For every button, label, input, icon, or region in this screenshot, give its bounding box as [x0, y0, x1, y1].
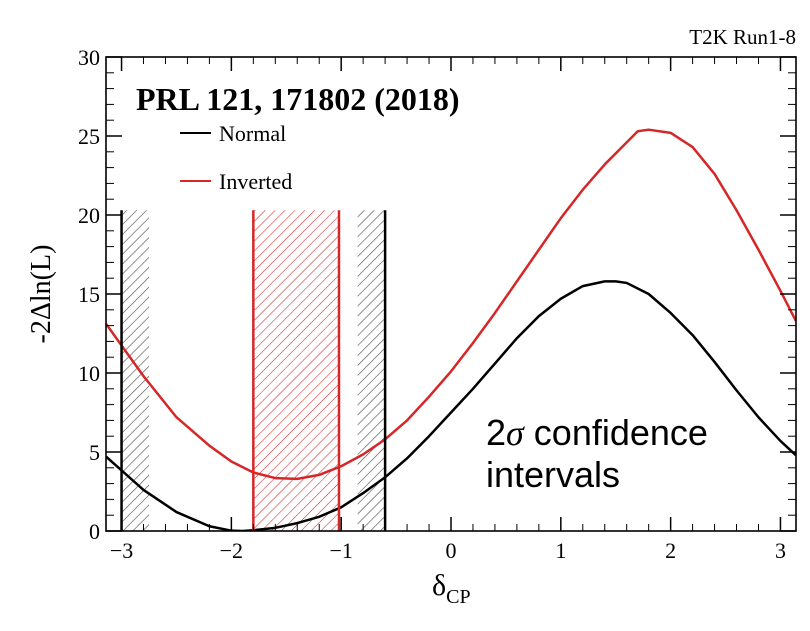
- annotation-word: confidence: [524, 412, 708, 453]
- annotation-text: 2σ confidence intervals: [486, 412, 718, 495]
- x-axis-label-main: δ: [432, 569, 446, 602]
- experiment-label: T2K Run1-8: [689, 25, 796, 49]
- x-tick-label: 1: [555, 538, 566, 563]
- legend-label-inverted: Inverted: [219, 169, 292, 194]
- legend-label-normal: Normal: [219, 121, 286, 146]
- y-tick-label: 20: [78, 203, 100, 228]
- x-tick-label: −2: [220, 538, 243, 563]
- annotation-number: 2: [486, 412, 506, 453]
- y-tick-label: 10: [78, 361, 100, 386]
- reference-label: PRL 121, 171802 (2018): [136, 81, 460, 117]
- y-axis-label: -2Δln(L): [26, 245, 57, 344]
- y-tick-label: 30: [78, 45, 100, 70]
- x-axis-label: δCP: [432, 569, 471, 608]
- plot-frame: [105, 56, 797, 532]
- interval-band-normal-2: [357, 210, 386, 531]
- curve-normal: [106, 280, 796, 531]
- legend: Normal Inverted: [180, 121, 292, 194]
- interval-band-normal-0: [106, 210, 121, 531]
- x-tick-label: 2: [665, 538, 676, 563]
- y-tick-label: 5: [89, 440, 100, 465]
- interval-band-normal-1: [121, 210, 150, 531]
- annotation-second-line: intervals: [486, 454, 620, 495]
- curve-inverted: [106, 128, 796, 481]
- y-tick-label: 15: [78, 282, 100, 307]
- x-tick-label: 0: [446, 538, 457, 563]
- annotation-sigma: σ: [506, 413, 525, 453]
- interval-boundary-lines: [120, 210, 387, 531]
- x-tick-label: −3: [110, 538, 133, 563]
- x-tick-label: −1: [329, 538, 352, 563]
- x-axis-label-subscript: CP: [446, 586, 470, 608]
- likelihood-curves: [106, 128, 796, 531]
- y-tick-label: 25: [78, 124, 100, 149]
- y-tick-label: 0: [89, 519, 100, 544]
- interval-band-inverted-3: [253, 210, 339, 531]
- confidence-interval-bands: [106, 210, 386, 531]
- x-tick-label: 3: [775, 538, 786, 563]
- axis-ticks: [106, 56, 796, 532]
